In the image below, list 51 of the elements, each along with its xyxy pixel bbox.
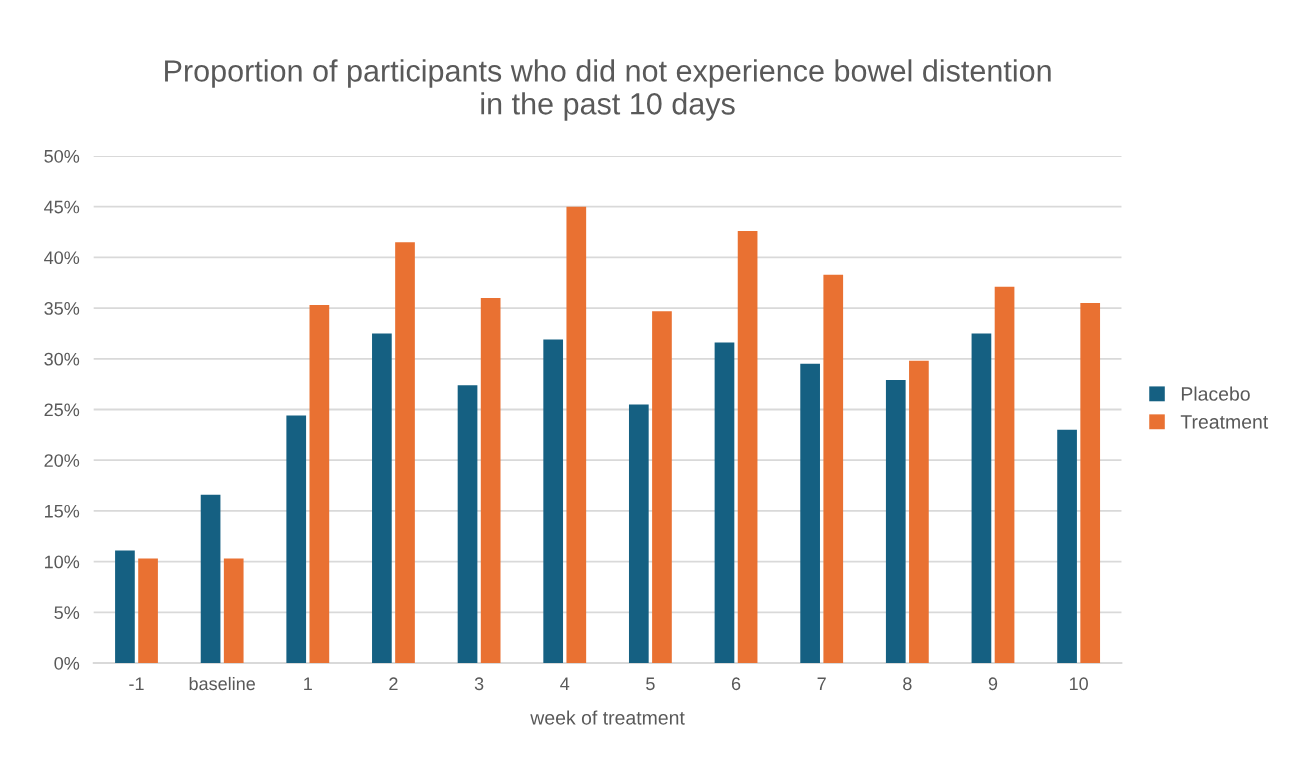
bar [994,286,1015,663]
bar [885,380,906,663]
y-tick-label: 25% [44,403,80,417]
y-tick-label: 15% [45,504,80,518]
bar [457,385,478,663]
x-tick-label: 4 [560,677,570,690]
y-tick-label: 10% [45,555,80,569]
bar [115,550,135,663]
bar [543,339,564,663]
bar [971,333,992,663]
y-tick-label: 30% [44,352,80,366]
x-tick-label: 8 [903,677,912,691]
bar [652,311,672,663]
x-tick-label: 5 [646,677,655,691]
bar [909,360,929,663]
chart-title: Proportion of participants who did not experience bowel distention in the past 10 days [165,59,1051,121]
bar [138,558,158,663]
bar [1080,303,1101,663]
bar [1057,429,1077,663]
bar [737,231,758,663]
x-tick-label: 1 [304,677,312,690]
bar [395,242,415,663]
y-tick-label: 5% [54,606,80,620]
x-axis-title: week of treatment [530,710,685,725]
x-tick-label: baseline [189,676,255,691]
bar [628,404,649,663]
x-tick-label: 10 [1069,677,1088,691]
bar [566,206,587,663]
x-tick-label: 7 [817,677,826,690]
x-tick-label: 6 [731,677,741,691]
y-tick-label: 45% [44,200,80,214]
bar [200,494,221,663]
bar [714,342,735,663]
bar [800,363,820,663]
legend-label: Placebo [1181,386,1250,401]
x-tick-label: 9 [988,677,998,691]
y-tick-label: 35% [44,302,80,315]
bar [286,415,307,663]
bar [823,274,844,663]
bar [480,297,501,663]
bar [309,305,330,663]
bar [223,558,244,663]
x-tick-label: -1 [129,677,144,690]
legend-label: Treatment [1180,415,1269,429]
bar [372,333,392,663]
y-tick-label: 20% [44,454,80,467]
x-tick-label: 2 [389,677,398,690]
y-tick-label: 50% [44,149,80,163]
x-tick-label: 3 [474,677,484,691]
y-tick-label: 40% [44,251,80,265]
y-tick-label: 0% [54,656,80,670]
